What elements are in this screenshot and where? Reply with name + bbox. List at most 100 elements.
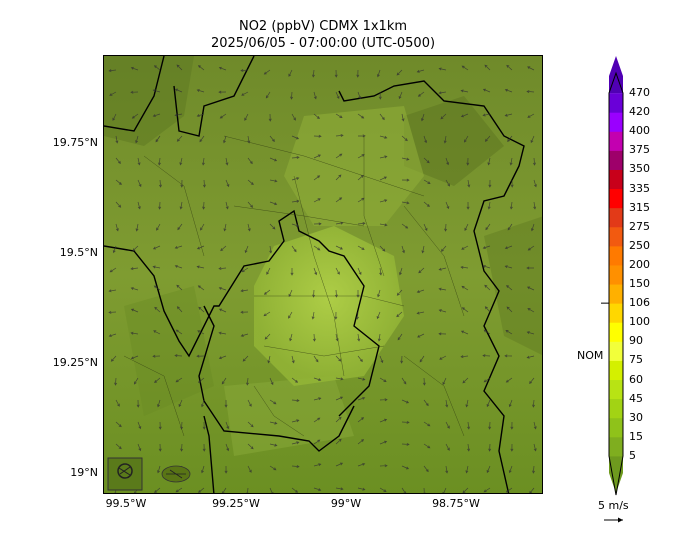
wind-arrow [247, 421, 254, 428]
wind-arrow [244, 113, 249, 121]
wind-arrow [357, 396, 366, 401]
wind-arrow [526, 331, 535, 335]
wind-arrow [269, 377, 274, 386]
wind-arrow [445, 179, 450, 187]
terrain-shading [404, 96, 504, 186]
wind-arrow [288, 69, 293, 77]
wind-arrow [445, 201, 450, 210]
city-area [254, 226, 404, 386]
colorbar-tick-label: 400 [629, 124, 650, 138]
wind-arrow [313, 245, 321, 251]
wind-arrow [290, 91, 294, 100]
wind-arrow [244, 245, 249, 254]
wind-arrow [221, 377, 227, 385]
wind-arrow [527, 308, 535, 313]
wind-arrow [219, 113, 227, 119]
map-title: NO2 (ppbV) CDMX 1x1km [238, 19, 408, 34]
wind-arrow [335, 438, 342, 445]
wind-arrow [179, 157, 183, 166]
wind-arrow [532, 157, 536, 166]
wind-arrow [311, 69, 315, 78]
wind-arrow [312, 289, 316, 298]
wind-arrow [247, 157, 253, 165]
wind-arrow [110, 355, 117, 362]
wind-arrow [196, 265, 205, 269]
wind-arrow [311, 311, 315, 320]
wind-arrow [265, 91, 271, 99]
wind-arrow [357, 245, 365, 250]
wind-arrow [335, 396, 344, 401]
wind-arrow [201, 399, 205, 408]
wind-arrow [401, 178, 410, 182]
wind-arrow [438, 267, 447, 271]
secondary-logo [161, 465, 191, 483]
wind-arrow [109, 91, 117, 96]
wind-arrow [460, 265, 469, 269]
wind-arrow [196, 89, 205, 93]
latitude-label: 19.75°N [52, 136, 98, 149]
wind-arrow [291, 113, 296, 121]
colorbar-segment [609, 455, 623, 493]
wind-arrow [313, 267, 318, 276]
wind-arrow [114, 377, 118, 386]
wind-arrow [180, 443, 184, 452]
wind-arrow [421, 113, 425, 122]
wind-arrow [399, 267, 403, 276]
wind-arrow [157, 157, 161, 166]
wind-arrow [313, 91, 317, 100]
wind-arrow [507, 223, 513, 231]
wind-arrow [242, 355, 249, 362]
wind-arrow [401, 201, 410, 205]
wind-arrow [379, 223, 388, 227]
wind-arrow [423, 157, 430, 164]
wind-arrow [461, 285, 469, 291]
wind-arrow [462, 377, 469, 384]
wind-arrow [313, 198, 321, 203]
wind-arrow [218, 90, 227, 94]
wind-arrow [291, 398, 300, 402]
wind-arrow [240, 310, 249, 314]
wind-arrow [108, 289, 117, 293]
wind-arrow [240, 289, 249, 293]
wind-arrow [505, 329, 513, 335]
wind-arrow [488, 443, 492, 452]
map-timestamp: 2025/06/05 - 07:00:00 (UTC-0500) [210, 36, 436, 51]
wind-arrow [377, 333, 381, 342]
wind-arrow [401, 113, 405, 122]
wind-arrow [422, 377, 426, 386]
wind-arrow [218, 331, 227, 335]
wind-arrow [335, 333, 339, 342]
wind-arrow [508, 465, 513, 474]
wind-arrow [313, 154, 321, 159]
wind-arrow [504, 245, 513, 250]
wind-arrow [291, 464, 300, 468]
wind-arrow [179, 201, 183, 210]
wind-arrow [132, 245, 139, 252]
wind-arrow [335, 221, 344, 225]
wind-arrow [247, 201, 254, 208]
wind-arrow [335, 377, 344, 381]
wind-arrow [157, 399, 161, 408]
colorbar-outline [608, 71, 624, 496]
wind-arrow [356, 289, 360, 298]
colorbar-segment [609, 112, 623, 132]
wind-arrow [510, 443, 514, 452]
wind-arrow [199, 135, 205, 143]
wind-arrow [335, 153, 343, 159]
wind-arrow [291, 355, 295, 364]
wind-arrow [176, 135, 183, 142]
wind-arrow [176, 64, 183, 71]
colorbar-tick-label: 90 [629, 334, 643, 348]
wind-arrow [533, 179, 537, 188]
wind-arrow [154, 306, 161, 313]
wind-arrow [527, 113, 535, 118]
wind-arrow [313, 463, 322, 467]
wind-arrow [288, 289, 293, 298]
wind-reference-label: 5 m/s [598, 499, 629, 512]
wind-arrow [423, 179, 431, 184]
wind-arrow [506, 285, 513, 291]
latitude-label: 19.5°N [59, 246, 98, 259]
municipal-boundaries [123, 135, 465, 437]
wind-arrow [202, 443, 206, 452]
wind-arrow [291, 419, 300, 423]
